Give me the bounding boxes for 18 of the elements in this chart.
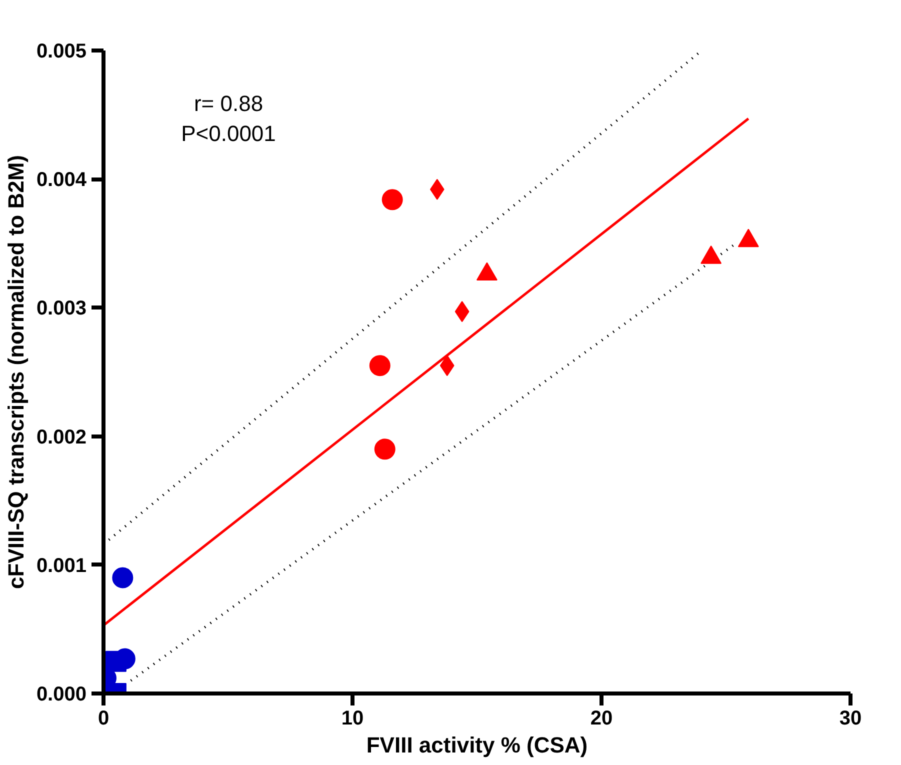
x-axis-title: FVIII activity % (CSA) bbox=[366, 732, 588, 758]
annotation: P<0.0001 bbox=[181, 121, 276, 146]
point bbox=[382, 189, 403, 210]
annotation: r= 0.88 bbox=[194, 91, 264, 116]
y-tick-label: 0.002 bbox=[36, 426, 87, 448]
x-tick-label: 0 bbox=[98, 708, 110, 730]
point bbox=[374, 438, 396, 460]
y-tick-label: 0.001 bbox=[36, 554, 87, 577]
y-tick-label: 0.003 bbox=[36, 298, 87, 320]
point bbox=[112, 567, 134, 588]
y-axis-title: cFVIII-SQ transcripts (normalized to B2M) bbox=[3, 155, 28, 589]
y-tick-label: 0.000 bbox=[36, 684, 87, 706]
point bbox=[369, 355, 390, 376]
x-tick-label: 10 bbox=[341, 708, 364, 730]
x-tick-label: 20 bbox=[590, 708, 613, 730]
y-tick-label: 0.004 bbox=[36, 169, 88, 192]
y-tick-label: 0.005 bbox=[36, 40, 87, 62]
x-tick-label: 30 bbox=[839, 708, 862, 730]
